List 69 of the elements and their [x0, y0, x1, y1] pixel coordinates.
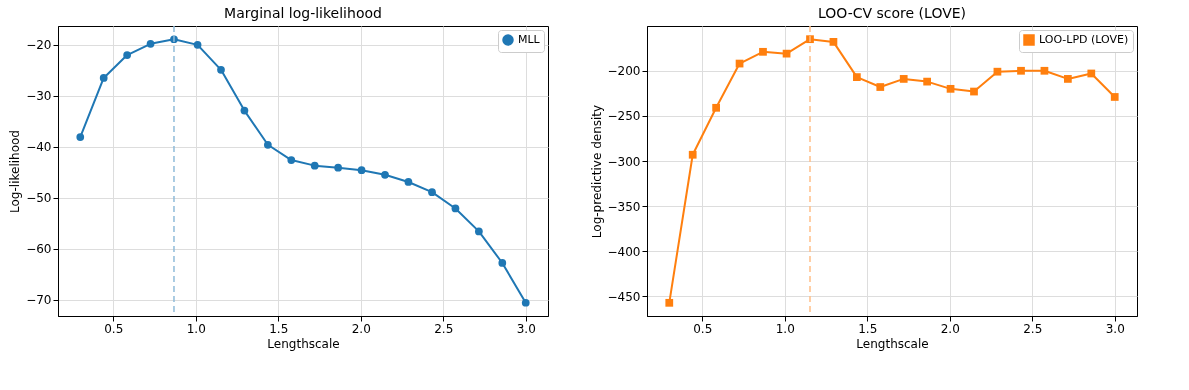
chart-title: Marginal log-likelihood [224, 5, 382, 22]
x-tick-label: 2.5 [1023, 321, 1043, 336]
y-tick-label: −250 [607, 109, 641, 124]
point [993, 67, 1002, 76]
x-tick-label: 1.0 [775, 321, 795, 336]
point [712, 103, 720, 112]
point [876, 83, 885, 91]
y-tick-label: −30 [26, 89, 52, 104]
point [665, 298, 674, 307]
point [970, 87, 978, 96]
x-axis-title: Lengthscale [856, 336, 929, 351]
legend-label: MLL [518, 33, 541, 46]
y-tick-label: −70 [26, 293, 52, 308]
chart-title: LOO-CV score (LOVE) [817, 5, 967, 22]
x-tick-label: 2.5 [434, 321, 454, 336]
point [99, 74, 108, 82]
y-tick-label: −20 [26, 38, 52, 53]
point [381, 170, 389, 179]
point [475, 227, 483, 236]
point [498, 259, 507, 267]
point [193, 40, 202, 49]
point [357, 166, 366, 175]
point [451, 204, 460, 213]
x-tick-label: 2.0 [351, 321, 371, 336]
x-tick-label: 0.5 [693, 321, 713, 336]
point [287, 156, 296, 164]
point [428, 188, 436, 197]
y-tick-label: −200 [607, 64, 641, 79]
point [310, 161, 319, 170]
point [782, 49, 791, 58]
y-tick-label: −450 [607, 290, 641, 304]
point [923, 77, 932, 86]
point [123, 51, 131, 59]
point [263, 140, 272, 149]
point [759, 47, 767, 56]
point [1017, 66, 1025, 75]
x-tick-label: 3.0 [516, 321, 536, 336]
point [217, 65, 225, 74]
y-tick-label: −40 [26, 140, 52, 155]
y-tick-label: −50 [26, 191, 52, 206]
point [404, 178, 413, 186]
point [1087, 69, 1096, 78]
point [76, 133, 85, 141]
point [146, 39, 155, 48]
point [899, 75, 908, 83]
point [852, 73, 861, 81]
y-tick-label: −60 [26, 242, 52, 257]
y-axis-title: Log-predictive density [589, 104, 604, 239]
point [240, 106, 249, 115]
x-axis-title: Lengthscale [267, 336, 340, 351]
x-tick-label: 1.0 [186, 321, 206, 336]
x-tick-label: 1.5 [269, 321, 289, 336]
x-tick-label: 3.0 [1105, 321, 1125, 336]
point [688, 150, 697, 159]
point [829, 38, 838, 46]
x-tick-label: 2.0 [940, 321, 960, 336]
point [1110, 93, 1119, 101]
y-tick-label: −350 [607, 199, 641, 214]
point [521, 298, 530, 307]
x-tick-label: 0.5 [104, 321, 124, 336]
point [1064, 75, 1072, 83]
point [334, 163, 343, 172]
legend-label: LOO-LPD (LOVE) [1039, 33, 1129, 46]
point [1040, 66, 1049, 75]
y-tick-label: −300 [607, 154, 641, 169]
point [946, 84, 955, 93]
y-tick-label: −400 [607, 244, 641, 259]
x-tick-label: 1.5 [858, 321, 878, 336]
y-axis-title: Log-likelihood [8, 130, 23, 213]
